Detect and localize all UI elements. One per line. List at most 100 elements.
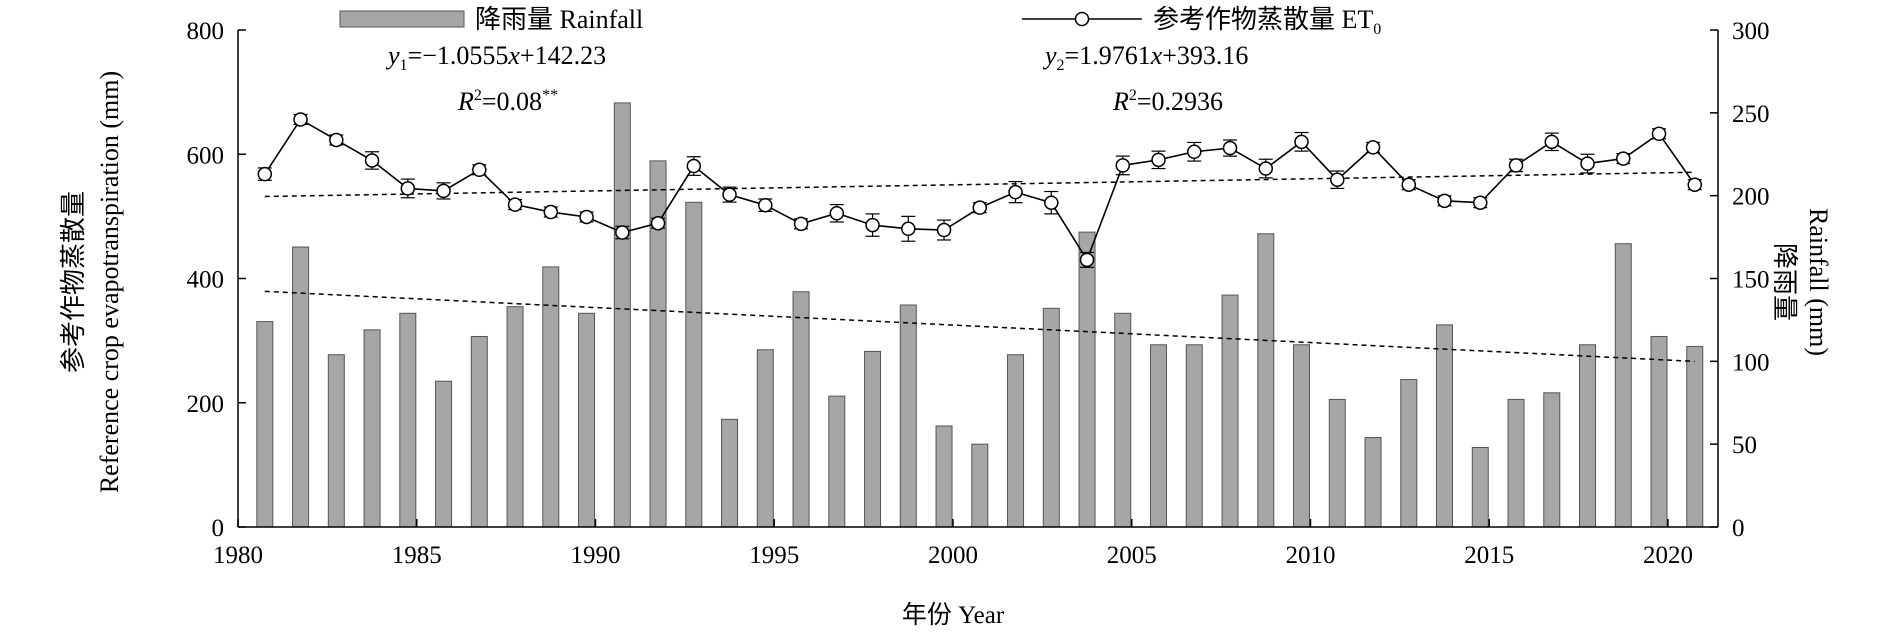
right-tick-label: 150	[1732, 267, 1770, 294]
x-tick-label: 1980	[213, 542, 263, 569]
rainfall-bar	[685, 201, 703, 528]
x-tick-label: 2010	[1285, 542, 1335, 569]
et0-point	[1079, 252, 1095, 268]
et0-point	[936, 222, 952, 238]
rainfall-bar	[864, 350, 882, 528]
et0-point	[722, 187, 737, 202]
et0-point	[1258, 161, 1274, 176]
x-tick-label: 2000	[928, 542, 978, 569]
et0-point	[293, 112, 308, 127]
left-tick-label: 600	[187, 142, 225, 169]
et0-point	[1508, 158, 1524, 173]
et0-fit-equation: y2=1.9761x+393.16	[1042, 41, 1248, 74]
rainfall-bar	[828, 395, 846, 528]
et0-point	[364, 153, 380, 168]
x-tick-label: 1985	[392, 542, 442, 569]
et0-point	[507, 197, 523, 212]
et0-point	[1580, 156, 1595, 171]
et0-line	[264, 118, 1696, 262]
x-tick-label: 2005	[1107, 542, 1157, 569]
rainfall-bar	[721, 418, 739, 528]
et0-fit-r2: R2=0.2936	[1112, 87, 1223, 116]
et0-point	[1222, 140, 1238, 156]
axes: 0 200 400 600 800 0 50 100 150 200 250 300 1980 1985 1…	[187, 18, 1770, 569]
et0-point	[1687, 177, 1703, 192]
right-tick-label: 250	[1732, 101, 1770, 128]
rainfall-fit-annotation: y1=−1.0555x+142.23 R2=0.08**	[385, 41, 606, 116]
et0-point	[901, 221, 916, 237]
x-tick-label: 1990	[570, 542, 620, 569]
rainfall-bar	[399, 312, 417, 528]
rainfall-bar	[1007, 354, 1025, 528]
rainfall-bar	[1293, 344, 1311, 528]
rainfall-bar	[256, 321, 274, 528]
rainfall-bar	[1471, 446, 1489, 528]
right-tick-label: 200	[1732, 184, 1770, 211]
et0-point	[686, 158, 702, 174]
et0-point	[793, 216, 809, 232]
x-tick-label: 2020	[1643, 542, 1693, 569]
legend-rainfall-label: 降雨量 Rainfall	[475, 5, 643, 34]
et0-point	[1008, 184, 1023, 200]
right-tick-label: 50	[1732, 432, 1757, 459]
rainfall-fit-r2: R2=0.08**	[457, 87, 558, 116]
et0-point	[972, 200, 988, 215]
rainfall-bar	[1257, 233, 1275, 528]
rainfall-bar	[971, 443, 989, 528]
legend-et0-label: 参考作物蒸散量 ET0	[1153, 5, 1381, 38]
left-tick-label: 0	[212, 515, 225, 542]
left-tick-label: 200	[187, 391, 225, 418]
rainfall-bar	[1042, 307, 1060, 528]
rainfall-bar	[1150, 344, 1168, 528]
et0-point	[865, 217, 880, 233]
et0-point	[1651, 126, 1667, 141]
rainfall-bar	[1686, 345, 1704, 528]
et0-point	[650, 215, 666, 231]
et0-point	[1401, 177, 1417, 192]
rainfall-bar	[578, 312, 596, 528]
et0-point	[1437, 193, 1452, 209]
et0-point	[579, 209, 594, 225]
rainfall-bar	[613, 102, 631, 528]
rainfall-bar	[1614, 243, 1632, 528]
rainfall-bar	[1364, 437, 1382, 528]
rainfall-bar	[1221, 294, 1239, 528]
et0-point	[758, 197, 773, 213]
et0-point	[329, 132, 344, 148]
rainfall-bar	[1400, 379, 1418, 528]
et0-point	[472, 162, 487, 178]
left-axis-title-cn: 参考作物蒸散量	[59, 191, 88, 373]
rainfall-bar	[327, 354, 345, 528]
right-tick-label: 100	[1732, 349, 1770, 376]
rainfall-bar	[1436, 324, 1454, 528]
et0-point	[829, 206, 845, 221]
rainfall-bar	[1543, 392, 1561, 528]
rainfall-fit-equation: y1=−1.0555x+142.23	[385, 41, 606, 74]
rainfall-bar	[1507, 398, 1525, 528]
rainfall-bar	[1185, 344, 1203, 528]
rainfall-bar	[1328, 398, 1346, 528]
et0-point	[1616, 151, 1631, 166]
et0-point	[1294, 134, 1309, 150]
rainfall-trend-line	[264, 290, 1695, 363]
et0-point	[615, 225, 630, 240]
right-tick-label: 300	[1732, 18, 1770, 45]
x-tick-label: 1995	[749, 542, 799, 569]
rainfall-bar	[435, 380, 453, 528]
rainfall-bar	[1078, 231, 1096, 528]
et0-point	[436, 183, 451, 199]
rainfall-bar	[363, 329, 381, 528]
right-axis-title-en: Rainfall (mm)	[1804, 208, 1833, 356]
rainfall-bar	[935, 425, 953, 528]
left-tick-label: 400	[187, 267, 225, 294]
rainfall-bar	[470, 335, 488, 528]
rainfall-bar	[1579, 344, 1597, 528]
et0-fit-annotation: y2=1.9761x+393.16 R2=0.2936	[1042, 41, 1248, 116]
rainfall-bars	[256, 102, 1704, 528]
et0-point	[1151, 152, 1166, 168]
rainfall-bar	[649, 160, 667, 528]
et0-point	[1115, 158, 1131, 173]
right-axis-title-cn: 降雨量	[1770, 243, 1799, 321]
et0-point	[1473, 195, 1488, 210]
